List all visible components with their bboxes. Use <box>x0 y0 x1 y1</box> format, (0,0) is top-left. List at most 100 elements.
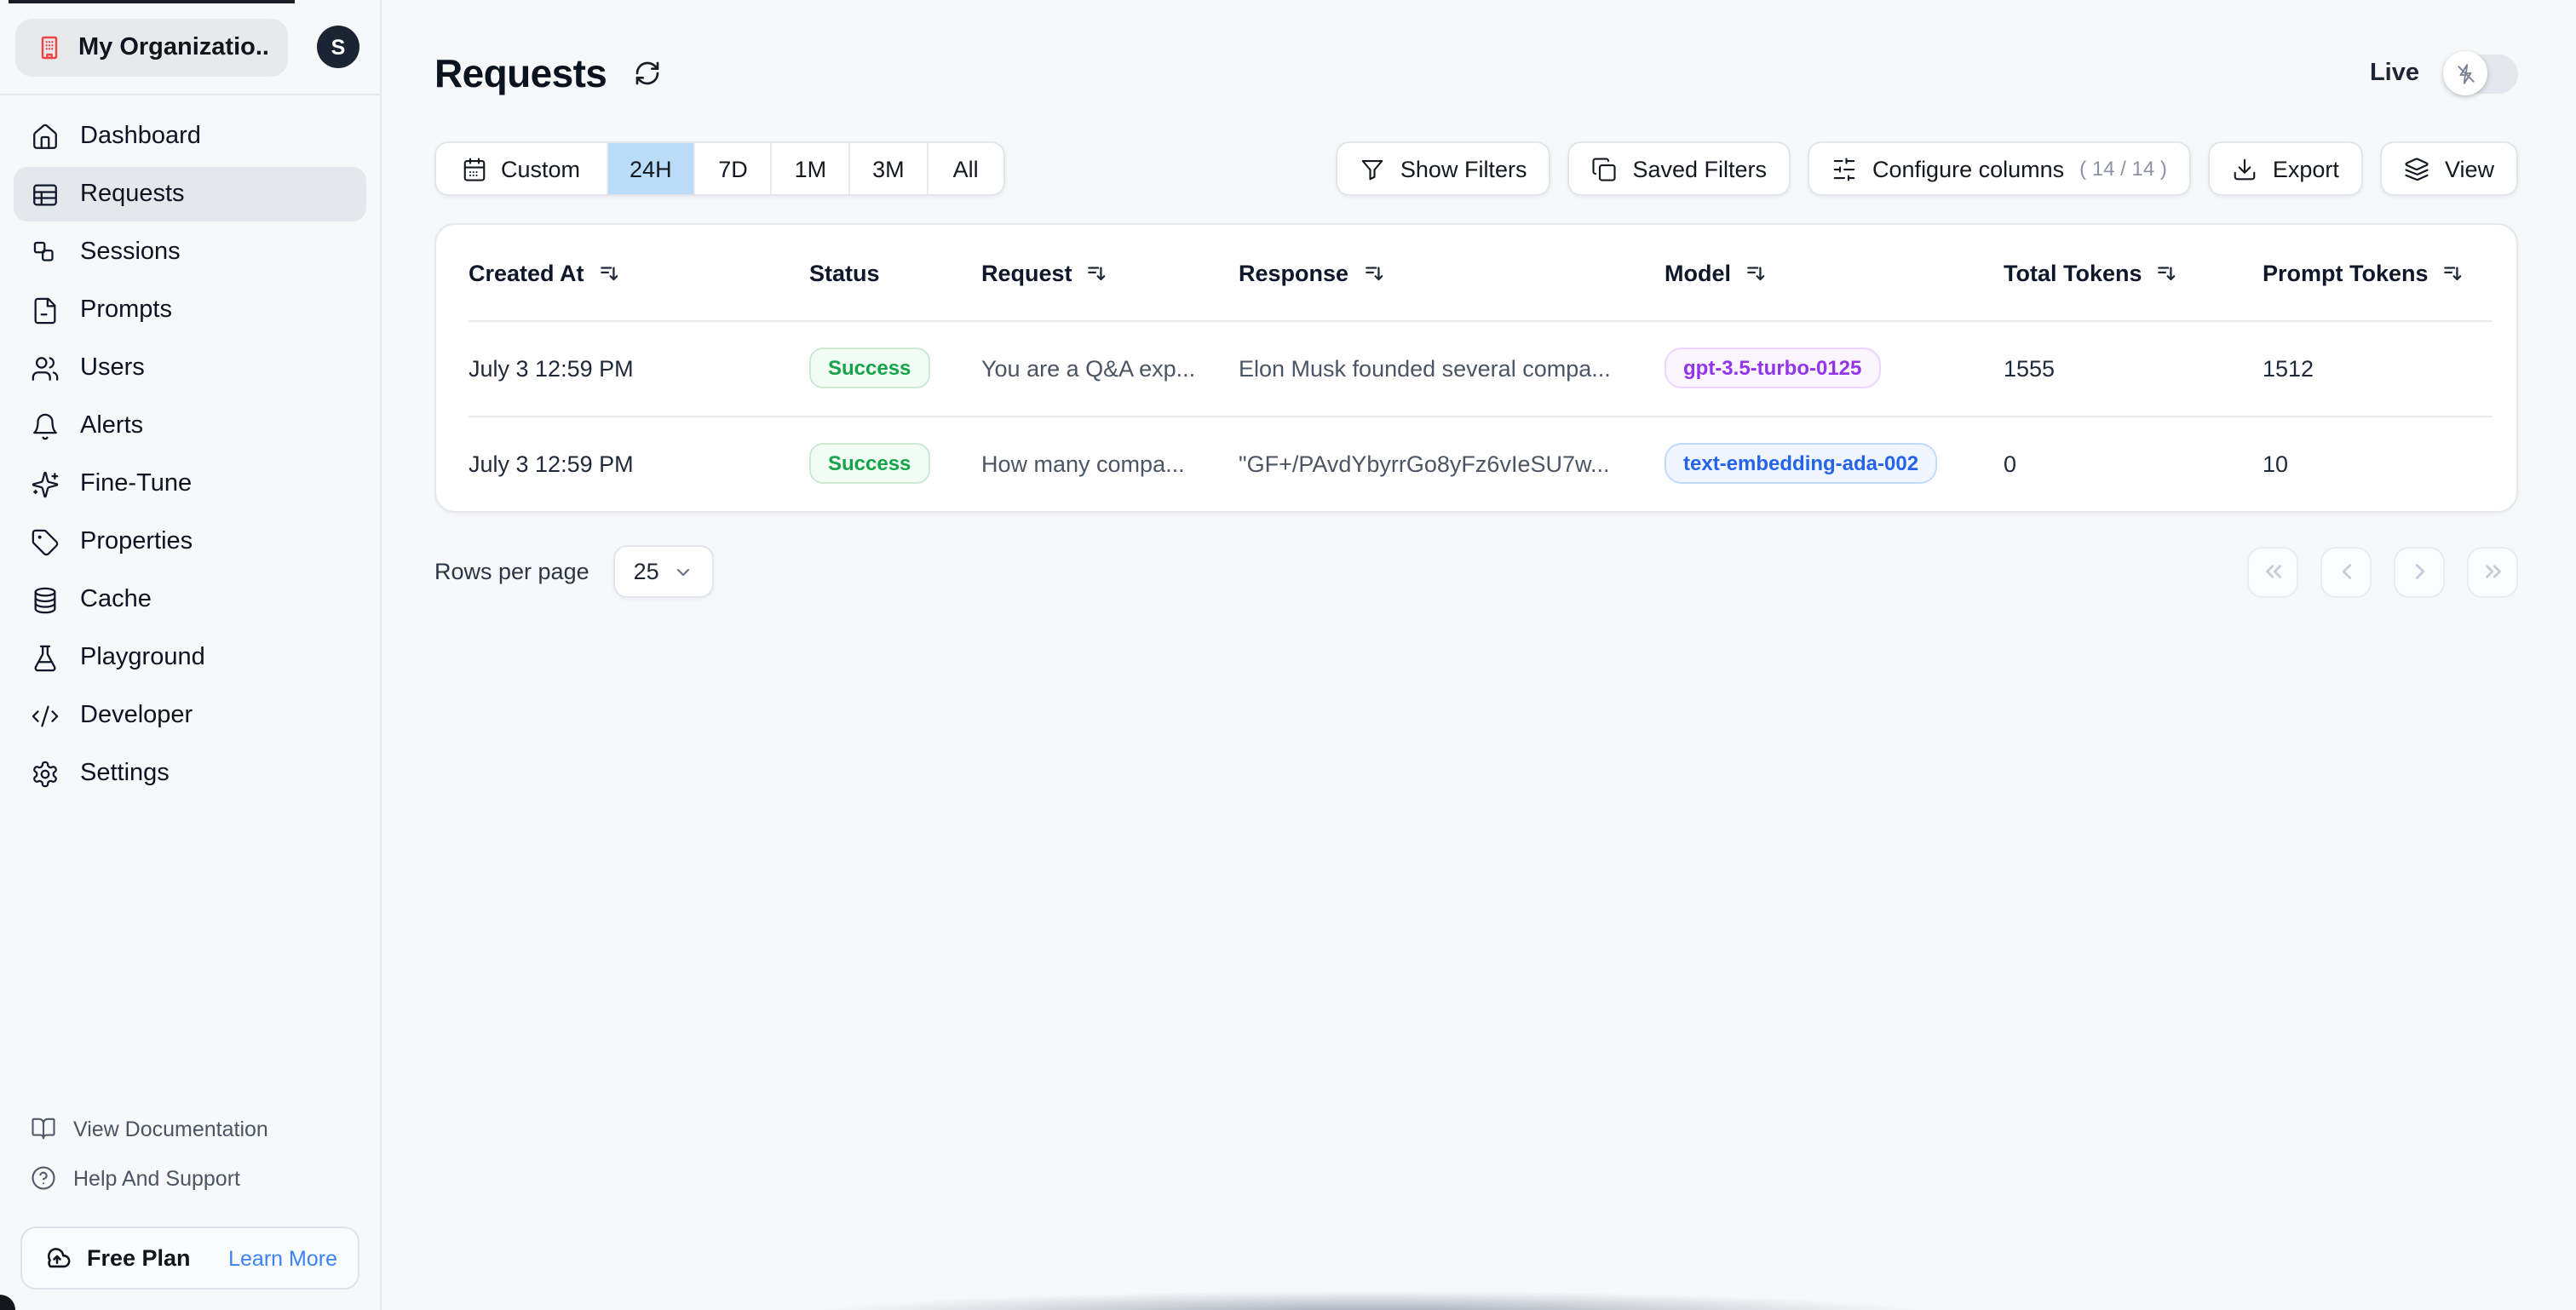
column-header-total-tokens[interactable]: Total Tokens <box>2004 260 2263 285</box>
home-icon <box>31 122 60 151</box>
users-icon <box>31 353 60 382</box>
column-header-status[interactable]: Status <box>809 260 880 285</box>
time-range-all-button[interactable]: All <box>926 143 1003 194</box>
time-range-3m-button[interactable]: 3M <box>848 143 927 194</box>
sidebar-item-developer[interactable]: Developer <box>14 688 366 743</box>
view-button[interactable]: View <box>2379 141 2518 196</box>
sidebar-footer: View Documentation Help And Support Free… <box>0 1104 380 1310</box>
next-page-button[interactable] <box>2394 546 2445 597</box>
sidebar-item-label: Cache <box>80 586 152 613</box>
main-content: Requests Live Custom 24H 7D <box>383 0 2576 1310</box>
column-header-created-at[interactable]: Created At <box>436 260 809 285</box>
chevron-right-icon <box>2406 559 2432 584</box>
sidebar: My Organizatio... S Dashboard Requests S… <box>0 0 382 1310</box>
sidebar-item-label: Properties <box>80 528 193 555</box>
org-switcher[interactable]: My Organizatio... <box>15 18 288 76</box>
sidebar-item-fine-tune[interactable]: Fine-Tune <box>14 457 366 511</box>
org-name: My Organizatio... <box>78 33 267 60</box>
sidebar-item-requests[interactable]: Requests <box>14 167 366 221</box>
column-header-request[interactable]: Request <box>981 260 1239 285</box>
bell-icon <box>31 411 60 440</box>
help-and-support-label: Help And Support <box>73 1166 240 1190</box>
rows-per-page-select[interactable]: 25 <box>612 545 714 598</box>
help-and-support-link[interactable]: Help And Support <box>14 1153 366 1203</box>
table-toolbar: Show Filters Saved Filters Configure col… <box>1335 141 2518 196</box>
refresh-button[interactable] <box>630 56 664 90</box>
live-toggle[interactable] <box>2443 51 2518 95</box>
status-cell: Success <box>809 443 981 484</box>
created-at-cell: July 3 12:59 PM <box>469 355 634 381</box>
model-cell: gpt-3.5-turbo-0125 <box>1665 348 2004 388</box>
view-documentation-link[interactable]: View Documentation <box>14 1104 366 1153</box>
download-icon <box>2232 156 2257 181</box>
created-at-cell: July 3 12:59 PM <box>469 451 634 476</box>
sidebar-item-sessions[interactable]: Sessions <box>14 225 366 279</box>
export-button[interactable]: Export <box>2207 141 2363 196</box>
pagination <box>2247 546 2518 597</box>
sidebar-item-label: Alerts <box>80 412 144 440</box>
rows-per-page-label: Rows per page <box>434 559 589 584</box>
book-open-icon <box>31 1116 56 1141</box>
sidebar-item-properties[interactable]: Properties <box>14 514 366 569</box>
view-documentation-label: View Documentation <box>73 1117 268 1141</box>
cloud-upload-icon <box>43 1244 72 1273</box>
sidebar-item-dashboard[interactable]: Dashboard <box>14 109 366 164</box>
time-range-1m-button[interactable]: 1M <box>770 143 849 194</box>
code-icon <box>31 701 60 730</box>
sidebar-item-users[interactable]: Users <box>14 341 366 395</box>
show-filters-button[interactable]: Show Filters <box>1335 141 1551 196</box>
configure-columns-button[interactable]: Configure columns ( 14 / 14 ) <box>1808 141 2191 196</box>
sidebar-nav: Dashboard Requests Sessions Prompts User… <box>0 95 380 804</box>
chevrons-right-icon <box>2480 559 2505 584</box>
plan-banner[interactable]: Free Plan Learn More <box>20 1227 359 1290</box>
window-drop-shadow <box>661 1286 2082 1310</box>
time-range-7d-button[interactable]: 7D <box>693 143 771 194</box>
previous-page-button[interactable] <box>2320 546 2372 597</box>
saved-filters-button[interactable]: Saved Filters <box>1567 141 1791 196</box>
background-window-edge <box>9 0 295 3</box>
user-avatar[interactable]: S <box>317 26 359 68</box>
table-row[interactable]: July 3 12:59 PM Success You are a Q&A ex… <box>436 320 2516 416</box>
first-page-button[interactable] <box>2247 546 2298 597</box>
sidebar-item-cache[interactable]: Cache <box>14 572 366 627</box>
help-circle-icon <box>31 1165 56 1191</box>
page-title: Requests <box>434 50 607 95</box>
sort-icon <box>1745 261 1767 284</box>
table-icon <box>31 180 60 209</box>
prompt-tokens-cell: 1512 <box>2263 355 2314 381</box>
sidebar-item-settings[interactable]: Settings <box>14 746 366 801</box>
sort-icon <box>1362 261 1384 284</box>
building-icon <box>36 33 63 60</box>
time-range-custom-button[interactable]: Custom <box>436 143 606 194</box>
prompt-tokens-cell: 10 <box>2263 451 2289 476</box>
sort-icon <box>2156 261 2178 284</box>
column-header-model[interactable]: Model <box>1665 260 2004 285</box>
time-range-24h-button[interactable]: 24H <box>606 143 694 194</box>
sidebar-item-label: Requests <box>80 181 185 208</box>
response-cell: Elon Musk founded several compa... <box>1239 355 1611 381</box>
learn-more-link[interactable]: Learn More <box>228 1246 337 1270</box>
sidebar-header: My Organizatio... S <box>0 0 380 95</box>
sort-icon <box>2442 261 2464 284</box>
sidebar-item-prompts[interactable]: Prompts <box>14 283 366 337</box>
gear-icon <box>31 759 60 788</box>
last-page-button[interactable] <box>2467 546 2518 597</box>
page-header: Requests Live <box>434 44 2518 102</box>
database-icon <box>31 585 60 614</box>
column-header-prompt-tokens[interactable]: Prompt Tokens <box>2263 260 2516 285</box>
column-header-response[interactable]: Response <box>1239 260 1665 285</box>
sidebar-item-label: Developer <box>80 702 193 729</box>
sessions-icon <box>31 238 60 267</box>
live-label: Live <box>2369 60 2419 87</box>
sidebar-item-playground[interactable]: Playground <box>14 630 366 685</box>
time-range-segmented-control: Custom 24H 7D 1M 3M All <box>434 141 1005 196</box>
request-cell: You are a Q&A exp... <box>981 355 1196 381</box>
model-badge: text-embedding-ada-002 <box>1665 443 1938 484</box>
model-cell: text-embedding-ada-002 <box>1665 443 2004 484</box>
refresh-icon <box>634 60 661 87</box>
table-header-row: Created At Status Request Response Model <box>436 225 2516 320</box>
status-cell: Success <box>809 348 981 388</box>
sidebar-item-alerts[interactable]: Alerts <box>14 399 366 453</box>
table-row[interactable]: July 3 12:59 PM Success How many compa..… <box>436 416 2516 511</box>
chevron-left-icon <box>2333 559 2359 584</box>
